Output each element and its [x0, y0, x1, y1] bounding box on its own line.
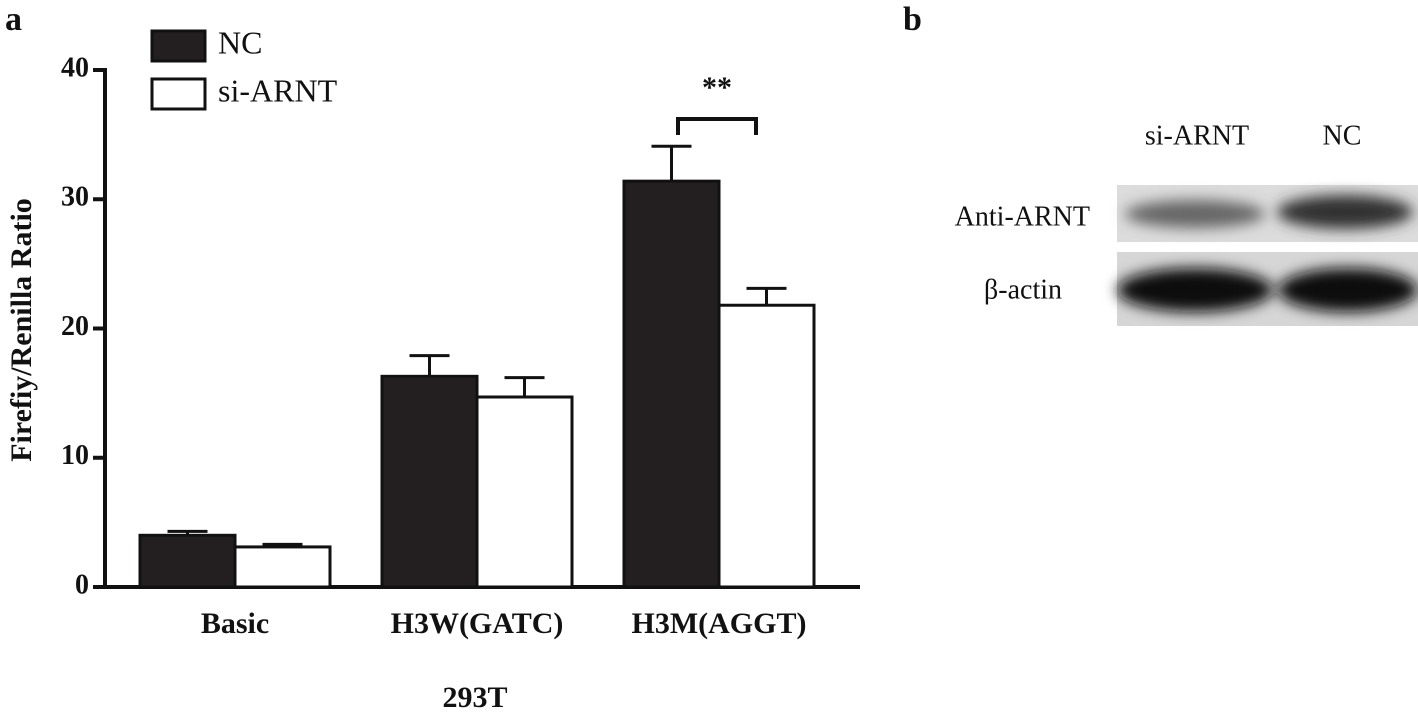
bar — [138, 533, 237, 589]
western-blot — [1117, 185, 1418, 326]
band — [1117, 268, 1273, 312]
y-axis-label: Firefiy/Renilla Ratio — [5, 198, 38, 462]
error-bar — [746, 286, 787, 306]
error-bar — [409, 354, 450, 377]
legend-label: NC — [218, 24, 262, 60]
bar — [622, 179, 721, 589]
bar — [233, 545, 332, 589]
band — [1278, 268, 1418, 312]
x-axis-label: 293T — [442, 681, 507, 714]
x-tick-label: Basic — [201, 607, 269, 640]
band — [1125, 200, 1265, 228]
error-bar — [504, 376, 545, 398]
significance-label: ** — [702, 71, 732, 104]
y-tick-label: 30 — [61, 182, 89, 213]
bar — [380, 374, 479, 589]
y-tick-label: 20 — [61, 311, 89, 342]
error-bar — [651, 144, 692, 182]
x-tick-label: H3M(AGGT) — [632, 607, 807, 640]
significance-bracket — [676, 117, 758, 135]
legend-label: si-ARNT — [218, 72, 338, 108]
y-tick-label: 0 — [75, 569, 89, 600]
bar — [475, 395, 574, 589]
legend-swatch — [150, 29, 207, 63]
lane-label: NC — [1323, 120, 1362, 151]
y-tick-label: 40 — [61, 52, 89, 83]
lane-label: si-ARNT — [1145, 120, 1249, 151]
y-tick-label: 10 — [61, 440, 89, 471]
bar — [717, 303, 816, 589]
legend-swatch — [150, 77, 207, 111]
row-label: β-actin — [984, 274, 1062, 305]
band — [1277, 195, 1413, 229]
x-tick-label: H3W(GATC) — [391, 607, 564, 640]
panel-label: a — [5, 1, 22, 38]
row-label: Anti-ARNT — [955, 201, 1090, 232]
panel-label: b — [903, 1, 922, 38]
